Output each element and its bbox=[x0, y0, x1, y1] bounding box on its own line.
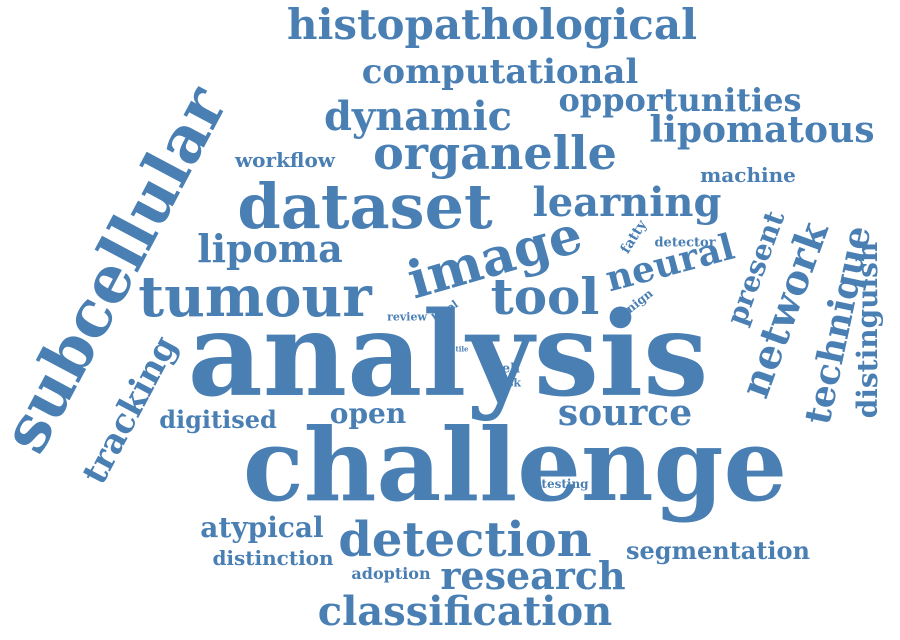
word-dataset: dataset bbox=[237, 170, 493, 243]
word-histopathological: histopathological bbox=[286, 0, 698, 49]
word-testing: testing bbox=[541, 477, 589, 491]
word-lipoma: lipoma bbox=[197, 226, 343, 271]
word-task: task bbox=[494, 376, 522, 390]
word-detection: detection bbox=[338, 512, 592, 568]
word-dynamic: dynamic bbox=[323, 93, 513, 140]
word-tile: tile bbox=[455, 344, 469, 354]
word-review: review bbox=[387, 310, 427, 324]
word-source: source bbox=[557, 392, 693, 434]
word-organelle: organelle bbox=[373, 126, 617, 180]
word-atypical: atypical bbox=[200, 511, 324, 544]
word-open: open bbox=[329, 397, 407, 430]
word-lipomatous: lipomatous bbox=[649, 109, 875, 151]
word-segmentation: segmentation bbox=[626, 536, 810, 565]
word-challenge: challenge bbox=[242, 406, 788, 524]
word-tumour: tumour bbox=[138, 264, 372, 330]
word-analysis: analysis bbox=[187, 287, 709, 423]
word-tool: tool bbox=[490, 267, 600, 326]
word-opportunities: opportunities bbox=[558, 81, 802, 119]
word-machine: machine bbox=[700, 163, 796, 187]
word-digitised: digitised bbox=[159, 405, 277, 434]
word-cell: cell bbox=[493, 361, 521, 377]
word-computational: computational bbox=[361, 52, 639, 92]
word-classification: classification bbox=[317, 588, 613, 635]
word-detector: detector bbox=[654, 235, 716, 251]
word-distinguish: distinguish bbox=[851, 241, 884, 419]
word-research: research bbox=[440, 553, 626, 598]
word-adoption: adoption bbox=[351, 564, 431, 583]
word-learning: learning bbox=[532, 179, 722, 226]
word-workflow: workflow bbox=[234, 148, 336, 172]
word-distinction: distinction bbox=[212, 546, 334, 570]
